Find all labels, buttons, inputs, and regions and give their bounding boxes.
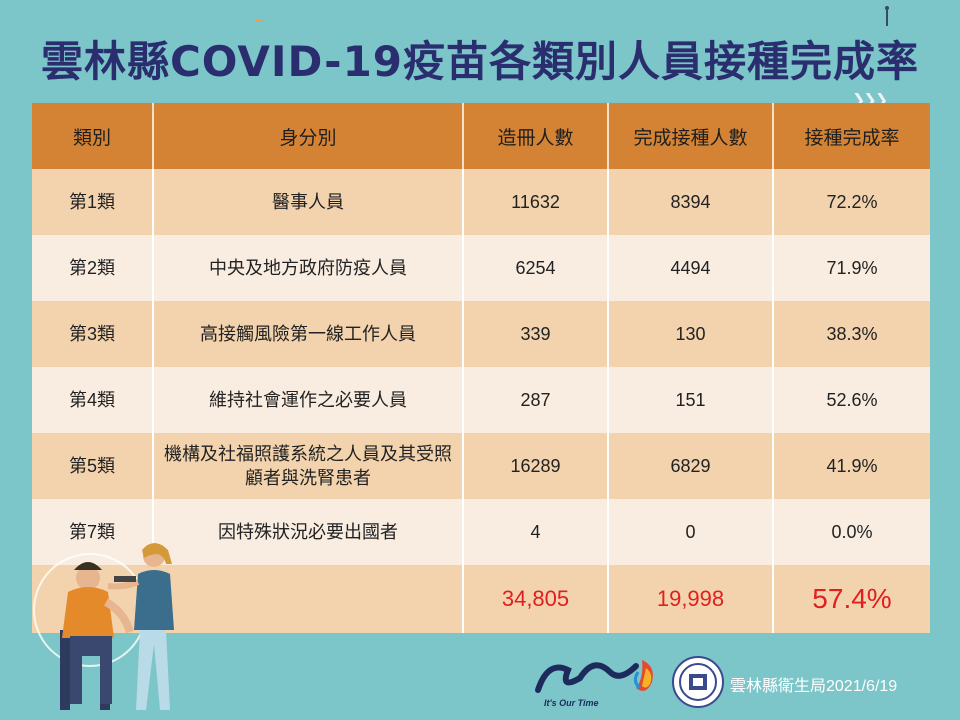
cell-completed: 4494 bbox=[608, 235, 774, 301]
header-identity: 身分別 bbox=[153, 103, 464, 169]
cell-rate: 52.6% bbox=[773, 367, 930, 433]
cell-rate: 41.9% bbox=[773, 433, 930, 499]
table-total-row: 合計 34,805 19,998 57.4% bbox=[32, 565, 930, 633]
cell-identity: 中央及地方政府防疫人員 bbox=[153, 235, 464, 301]
cell-category: 第4類 bbox=[32, 367, 154, 433]
cell-rate: 38.3% bbox=[773, 301, 930, 367]
cell-category: 第2類 bbox=[32, 235, 154, 301]
cell-registered: 16289 bbox=[463, 433, 609, 499]
cell-completed: 151 bbox=[608, 367, 774, 433]
cell-completed: 130 bbox=[608, 301, 774, 367]
total-completed: 19,998 bbox=[608, 565, 774, 633]
cell-identity: 醫事人員 bbox=[153, 169, 464, 235]
cell-registered: 11632 bbox=[463, 169, 609, 235]
header-category: 類別 bbox=[32, 103, 154, 169]
cell-registered: 6254 bbox=[463, 235, 609, 301]
cell-identity: 因特殊狀況必要出國者 bbox=[153, 499, 464, 565]
yunlin-slogan-logo-icon bbox=[535, 660, 653, 693]
header-rate: 接種完成率 bbox=[773, 103, 930, 169]
total-registered: 34,805 bbox=[463, 565, 609, 633]
cell-rate: 71.9% bbox=[773, 235, 930, 301]
table-row: 第4類 維持社會運作之必要人員 287 151 52.6% bbox=[32, 367, 930, 433]
cell-identity: 機構及社福照護系統之人員及其受照顧者與洗腎患者 bbox=[153, 433, 464, 499]
table-row: 第1類 醫事人員 11632 8394 72.2% bbox=[32, 169, 930, 235]
footer-org-date: 雲林縣衛生局2021/6/19 bbox=[730, 678, 898, 695]
cell-completed: 8394 bbox=[608, 169, 774, 235]
cell-category: 第1類 bbox=[32, 169, 154, 235]
vaccination-illustration-icon bbox=[33, 543, 174, 710]
cell-rate: 72.2% bbox=[773, 169, 930, 235]
header-completed: 完成接種人數 bbox=[608, 103, 774, 169]
cell-completed: 0 bbox=[608, 499, 774, 565]
table-row: 第3類 高接觸風險第一線工作人員 339 130 38.3% bbox=[32, 301, 930, 367]
header-registered: 造冊人數 bbox=[463, 103, 609, 169]
cell-rate: 0.0% bbox=[773, 499, 930, 565]
table-row: 第2類 中央及地方政府防疫人員 6254 4494 71.9% bbox=[32, 235, 930, 301]
cell-registered: 339 bbox=[463, 301, 609, 367]
decorative-dash bbox=[256, 20, 262, 22]
page-title: 雲林縣COVID-19疫苗各類別人員接種完成率 bbox=[40, 37, 920, 86]
total-rate: 57.4% bbox=[773, 565, 930, 633]
table-header-row: 類別 身分別 造冊人數 完成接種人數 接種完成率 bbox=[32, 103, 930, 169]
pin-icon bbox=[884, 6, 890, 28]
cell-category: 第5類 bbox=[32, 433, 154, 499]
logo-tagline: It's Our Time bbox=[544, 698, 599, 708]
cell-registered: 4 bbox=[463, 499, 609, 565]
cell-registered: 287 bbox=[463, 367, 609, 433]
table-row: 第5類 機構及社福照護系統之人員及其受照顧者與洗腎患者 16289 6829 4… bbox=[32, 433, 930, 499]
cell-completed: 6829 bbox=[608, 433, 774, 499]
table-row: 第7類 因特殊狀況必要出國者 4 0 0.0% bbox=[32, 499, 930, 565]
health-bureau-seal-icon bbox=[672, 656, 724, 708]
cell-identity: 維持社會運作之必要人員 bbox=[153, 367, 464, 433]
cell-identity: 高接觸風險第一線工作人員 bbox=[153, 301, 464, 367]
vaccination-table: 類別 身分別 造冊人數 完成接種人數 接種完成率 第1類 醫事人員 11632 … bbox=[32, 103, 930, 633]
cell-category: 第3類 bbox=[32, 301, 154, 367]
